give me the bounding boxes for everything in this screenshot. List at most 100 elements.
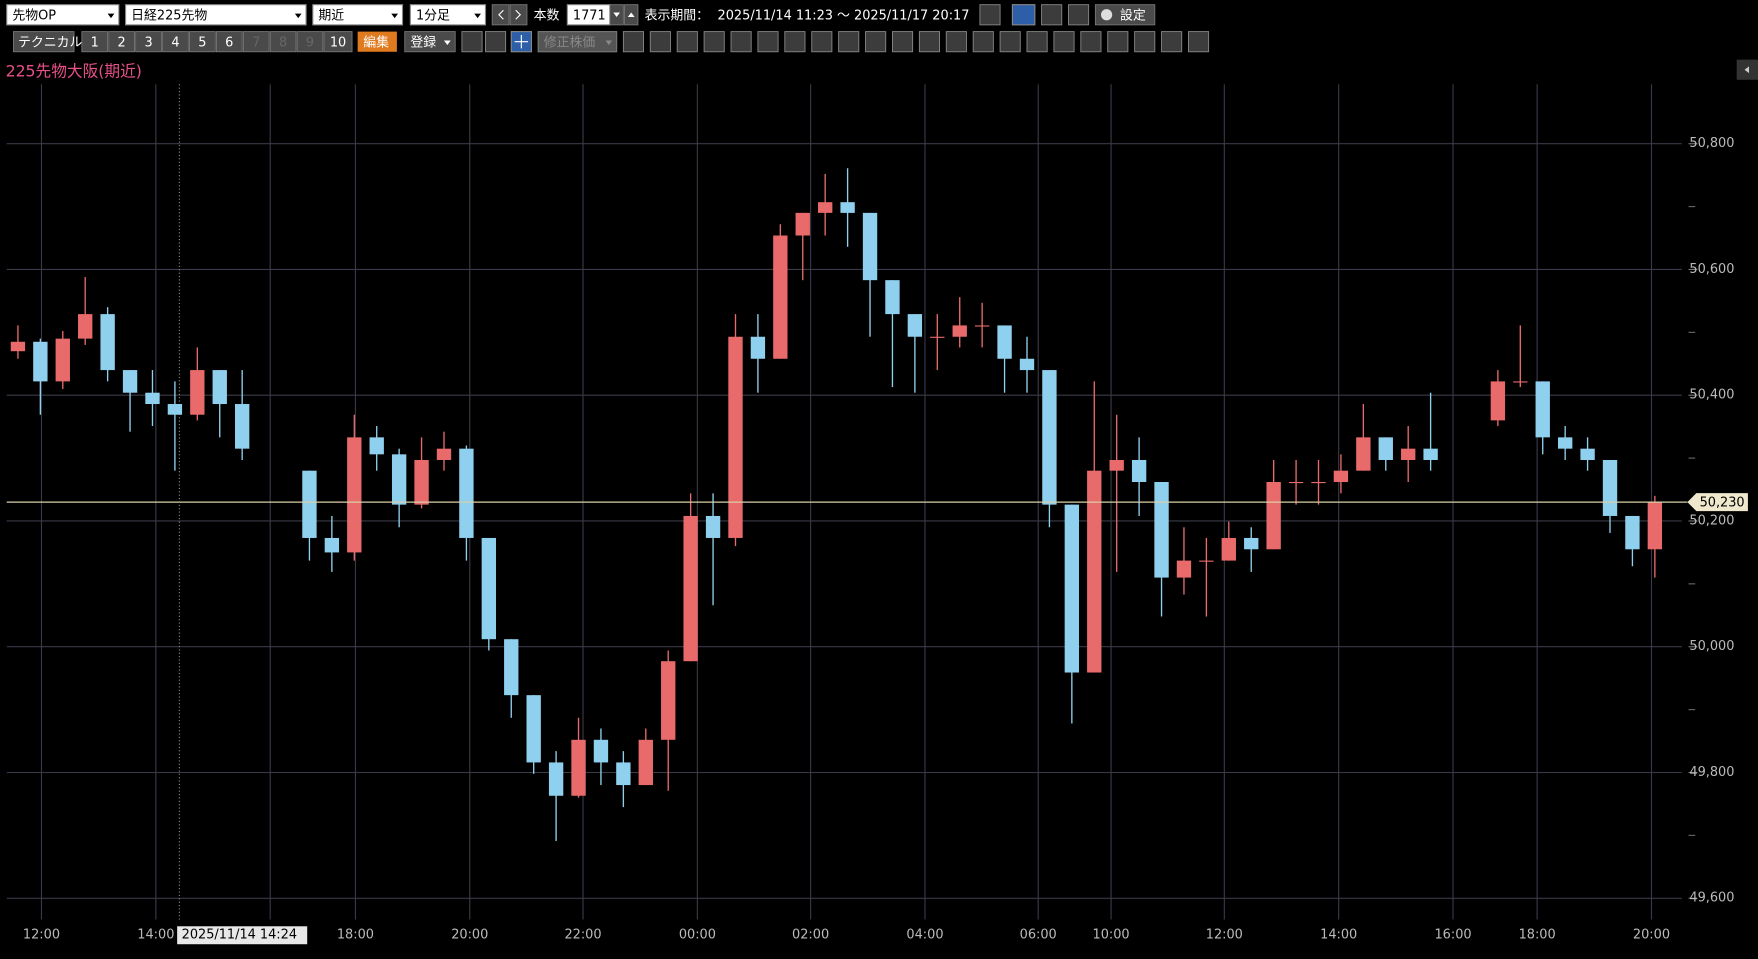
candle-body [1176,560,1192,578]
drawing-tool-button[interactable] [1080,31,1102,53]
drawing-tool-button[interactable] [757,31,779,53]
drawing-tool-button[interactable] [892,31,914,53]
preset-text: 4 [171,35,179,50]
technical-button[interactable] [13,31,75,53]
interval-select[interactable] [409,4,487,26]
adjusted-price-select[interactable] [537,31,618,53]
drawing-tool-button[interactable] [649,31,671,53]
gear-icon [1100,9,1113,21]
zoom-out-button[interactable] [485,31,507,53]
undo-button[interactable] [979,4,1001,26]
drawing-tool-button[interactable] [972,31,994,53]
count-value: 1771 [573,8,606,23]
preset-button[interactable] [81,31,109,53]
candle-body [1199,560,1214,562]
preset-button[interactable] [323,31,353,53]
preset-button[interactable] [135,31,162,53]
candle-body [1288,481,1304,484]
preset-text: 1 [91,35,99,50]
preset-button[interactable] [269,31,297,53]
candle-body [907,314,923,337]
preset-button[interactable] [108,31,135,53]
spinner-arrow [627,12,635,18]
candle-body [750,336,766,359]
dropdown-arrow [605,40,613,46]
y-tick-label: 50,000 [1689,639,1734,654]
candle-body [1042,370,1057,505]
x-tick-label: 12:00 [1206,928,1243,943]
candle-body [1647,502,1663,550]
candle-body [616,762,631,786]
candle-body [1513,381,1528,383]
preset-button[interactable] [162,31,189,53]
drawing-tool-button[interactable] [1134,31,1156,53]
candle-body [78,314,93,339]
zoom-in-button[interactable] [461,31,483,53]
drawing-tool-button[interactable] [1107,31,1129,53]
drawing-tool-button[interactable] [811,31,833,53]
drawing-tool-button[interactable] [918,31,940,53]
drawing-tool-button[interactable] [999,31,1021,53]
product-select[interactable] [125,4,307,26]
candle-body [862,212,878,281]
next-button[interactable] [509,4,528,26]
y-tick-label: 50,400 [1689,388,1734,403]
preset-button[interactable] [296,31,324,53]
candle-body [930,336,945,338]
contract-select-text: 期近 [318,8,344,23]
x-tick-label: 00:00 [679,928,716,943]
dropdown-arrow [391,13,399,19]
drawing-tool-button[interactable] [730,31,752,53]
market-select-text: 先物OP [12,8,56,23]
market-select[interactable] [6,4,120,26]
contract-select[interactable] [312,4,404,26]
edit-button[interactable] [357,31,397,52]
print-button[interactable] [1041,4,1063,26]
preset-text: 3 [144,35,152,50]
drawing-tool-button[interactable] [1187,31,1210,53]
candle-body [1356,437,1371,471]
candle-body [1490,381,1506,421]
preset-text: 9 [306,35,314,50]
x-tick-label: 14:00 [137,928,174,943]
drawing-tool-button[interactable] [838,31,860,53]
drawing-tool-button[interactable] [1161,31,1183,53]
chart-title: 225先物大阪(期近) [6,61,142,80]
drawing-tool-button[interactable] [865,31,887,53]
count-label: 本数 [534,8,560,23]
candle-body [1401,448,1416,460]
candle-body [1535,381,1550,438]
export-button[interactable] [1068,4,1090,26]
settings-button[interactable] [1094,4,1156,26]
plot-area: 49,600 49,800 50,000 50,200 50,400 50,600 50,8… [6,84,1748,945]
drawing-tool-button[interactable] [676,31,698,53]
drawing-tool-button[interactable] [784,31,806,53]
candle-body [324,537,340,553]
drawing-tool-button[interactable] [1053,31,1075,53]
candle-body [1244,537,1259,550]
x-tick-label: 12:00 [23,928,60,943]
drawing-tool-button[interactable] [703,31,725,53]
preset-button[interactable] [189,31,216,53]
drawing-tool-button[interactable] [1026,31,1048,53]
register-button[interactable] [404,31,456,53]
candle-body [190,370,205,415]
candle-body [212,370,227,405]
panel-toggle-icon [1744,66,1750,74]
drawing-tool-button[interactable] [622,31,645,53]
preset-button[interactable] [215,31,243,53]
preset-text: 6 [225,35,233,50]
drawing-tool-button[interactable] [945,31,967,53]
preset-text: 5 [198,35,206,50]
preset-text: 2 [118,35,126,50]
preset-button[interactable] [242,31,270,53]
last-price-tag [1687,493,1748,512]
x-tick-label: 16:00 [1434,928,1471,943]
candle-body [571,739,586,796]
candle-body [974,325,990,327]
cursor-label-box [177,926,308,945]
chart-type-button[interactable] [1011,4,1036,26]
candle-body [369,437,384,455]
prev-button[interactable] [491,4,510,26]
